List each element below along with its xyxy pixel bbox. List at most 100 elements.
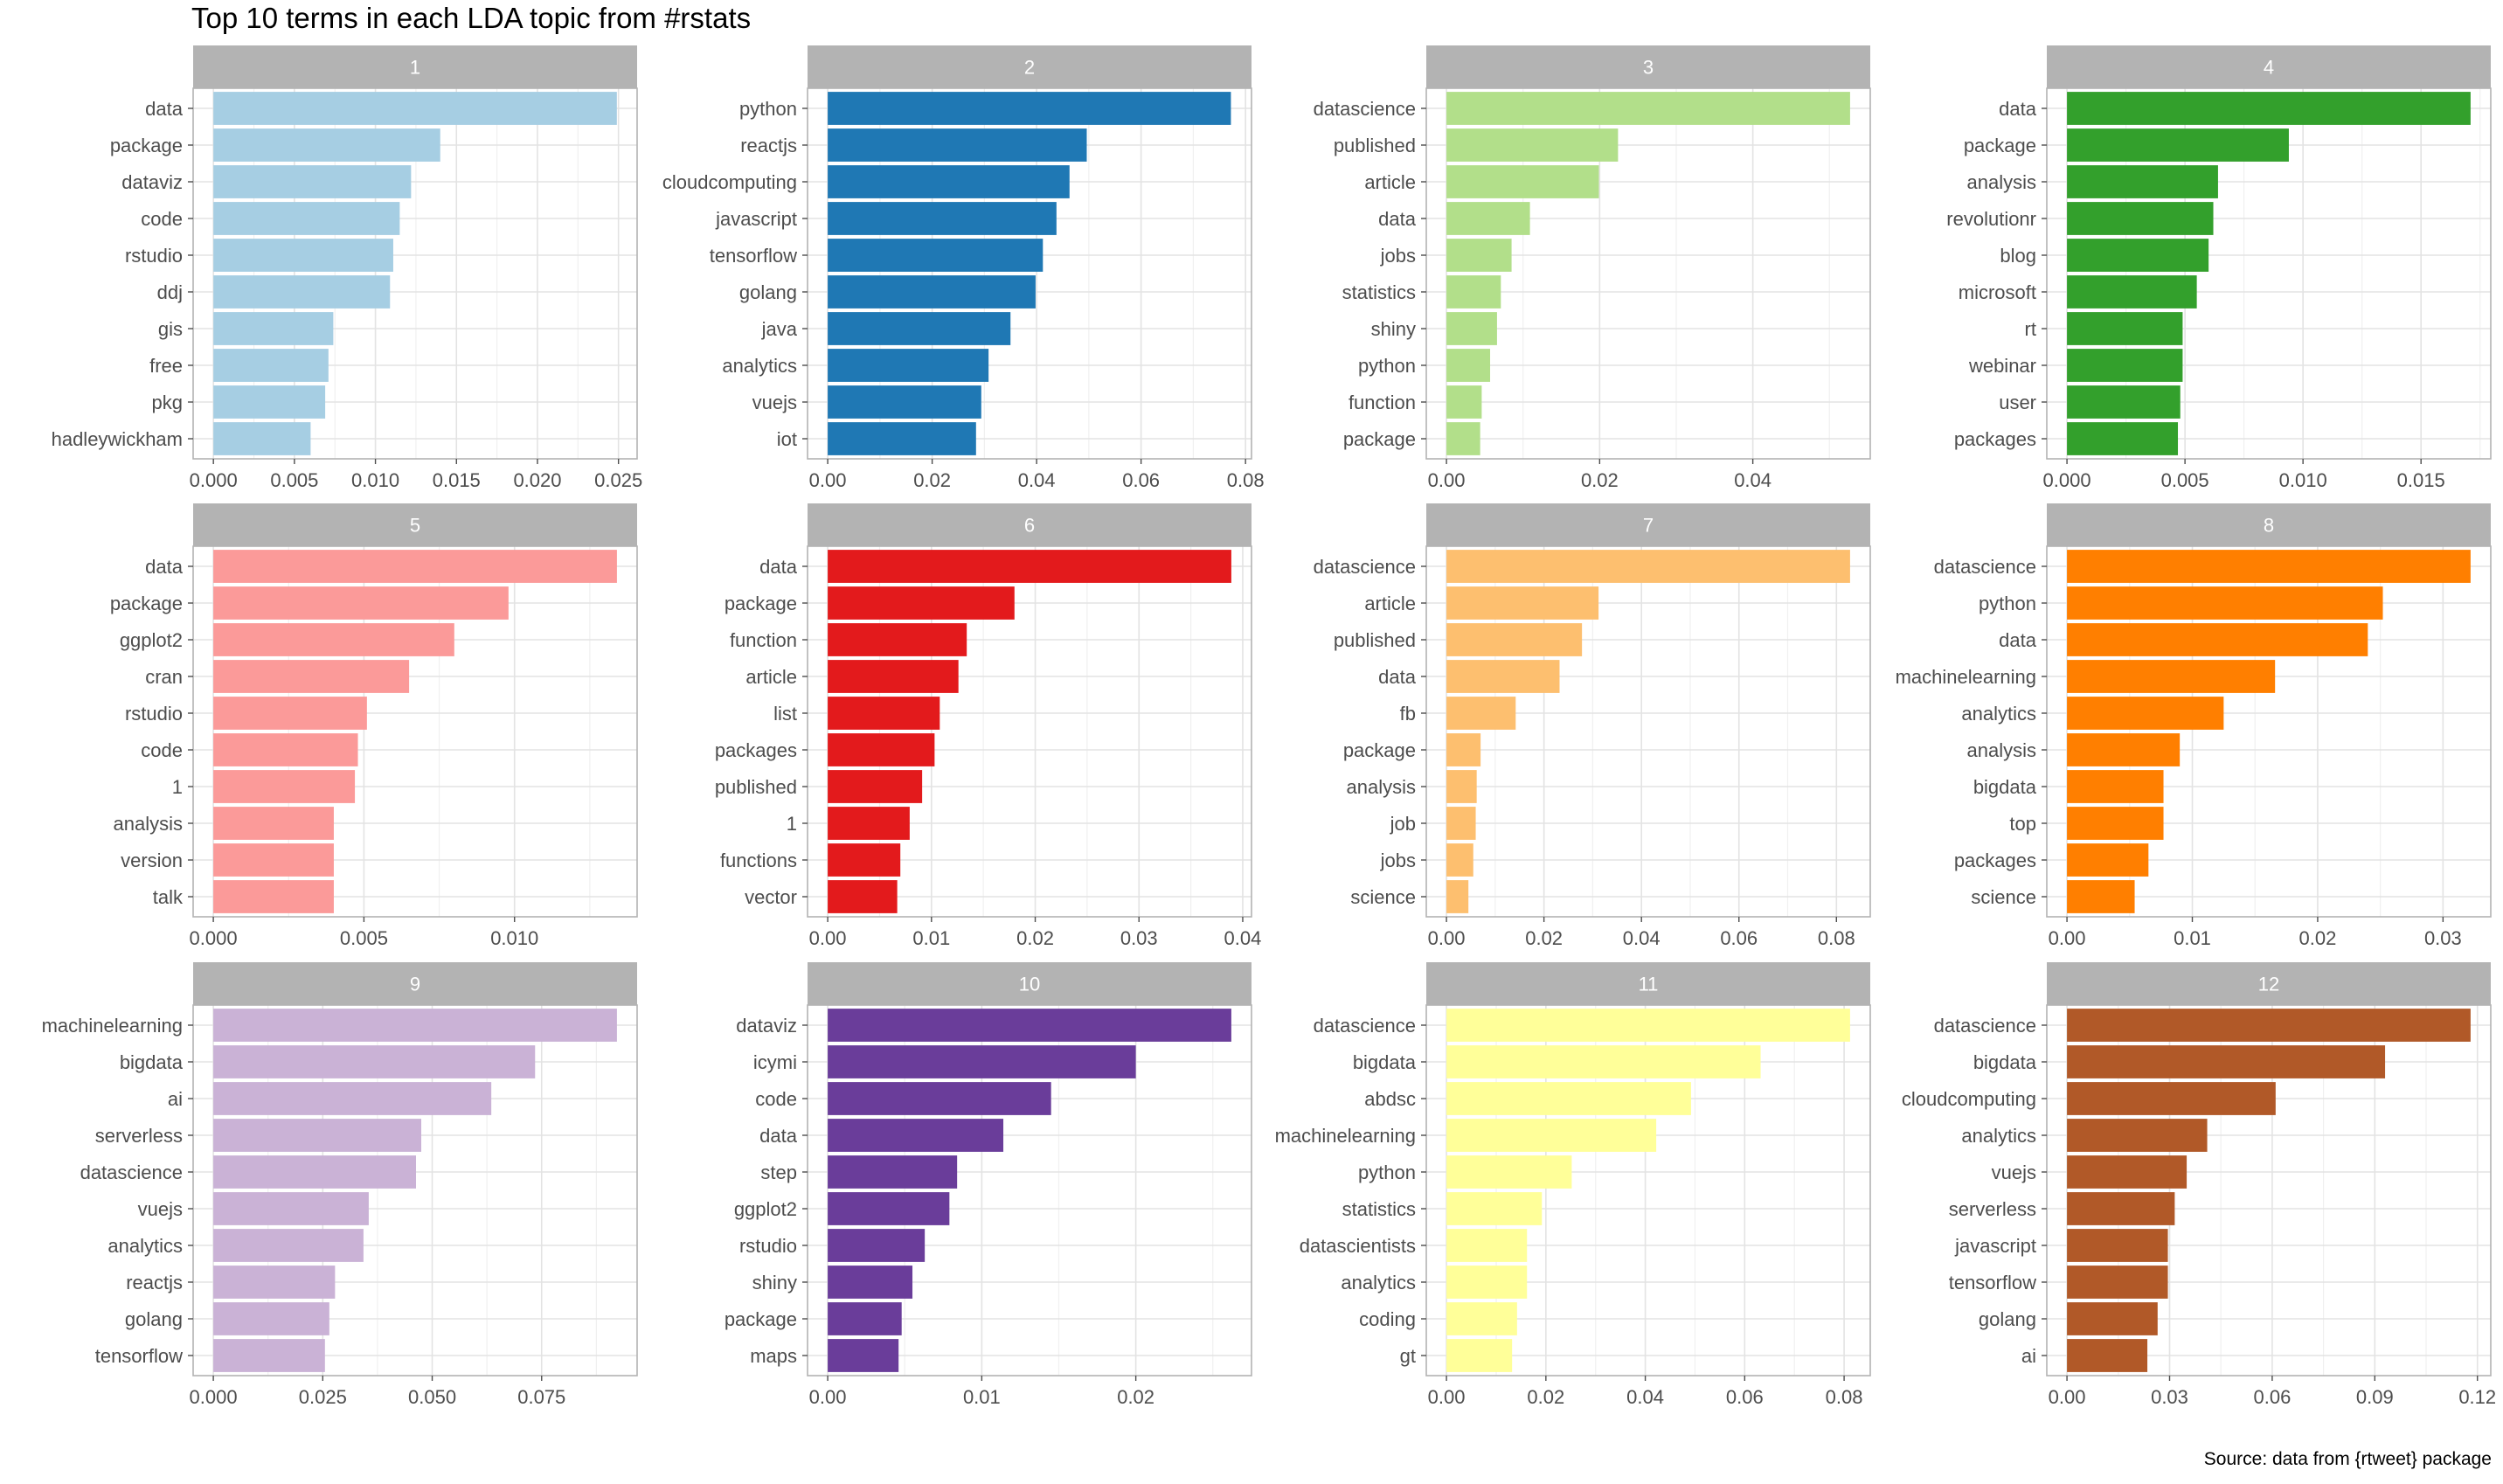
x-tick-label: 0.06 (1720, 927, 1758, 949)
term-label: vector (745, 886, 797, 908)
x-tick-label: 0.000 (190, 927, 238, 949)
bar (1446, 623, 1583, 656)
x-tick-label: 0.000 (2043, 469, 2091, 491)
x-tick-label: 0.00 (809, 927, 847, 949)
term-label: package (110, 593, 183, 614)
facet-strip-label: 11 (1639, 974, 1659, 995)
bar (1446, 550, 1850, 583)
bar (213, 697, 367, 730)
term-label: rstudio (125, 703, 183, 725)
bar (2067, 1155, 2188, 1189)
term-label: maps (750, 1345, 797, 1367)
x-tick-label: 0.020 (513, 469, 561, 491)
bar (213, 660, 410, 693)
bar (828, 1009, 1231, 1042)
term-label: package (725, 593, 797, 614)
bar (213, 623, 454, 656)
bar (1446, 770, 1477, 803)
term-label: iot (777, 428, 797, 450)
bar (213, 1155, 417, 1189)
x-tick-label: 0.010 (2279, 469, 2327, 491)
facet-strip (193, 45, 637, 88)
facet-panel-5: 5 data package ggplot2 cran rstudio code 1 analy… (110, 503, 638, 949)
x-tick-label: 0.005 (2161, 469, 2209, 491)
x-tick-label: 0.09 (2356, 1386, 2394, 1408)
facet-panel-10: 10 dataviz icymi code data step ggplot2 rstudio… (725, 962, 1252, 1408)
term-label: ddj (157, 281, 183, 303)
bar (2067, 660, 2276, 693)
facet-strip-label: 7 (1643, 515, 1654, 537)
term-label: datascience (1314, 98, 1416, 120)
bar (213, 165, 412, 198)
bar (213, 1192, 369, 1225)
term-label: functions (720, 849, 797, 871)
bar (213, 422, 311, 455)
term-label: vuejs (752, 392, 797, 413)
term-label: datascience (1314, 1015, 1416, 1037)
bar (1446, 697, 1516, 730)
term-label: machinelearning (42, 1015, 183, 1037)
bar (828, 1045, 1136, 1078)
term-label: code (141, 208, 183, 230)
term-label: talk (153, 886, 184, 908)
term-label: golang (739, 281, 797, 303)
term-label: webinar (1968, 355, 2036, 377)
facet-panel-12: 12 datascience bigdata cloudcomputing analyt… (1902, 962, 2496, 1408)
bar (1446, 165, 1599, 198)
bar (213, 733, 358, 766)
term-label: science (1971, 886, 2036, 908)
bar (213, 807, 334, 840)
x-tick-label: 0.02 (1525, 927, 1563, 949)
x-tick-label: 0.010 (351, 469, 399, 491)
x-tick-label: 0.02 (1527, 1386, 1564, 1408)
x-tick-label: 0.01 (963, 1386, 1001, 1408)
x-tick-label: 0.000 (190, 469, 238, 491)
x-tick-label: 0.01 (912, 927, 950, 949)
facet-strip (1426, 503, 1870, 546)
term-label: analysis (114, 813, 183, 835)
facet-strip-label: 4 (2264, 57, 2274, 79)
facet-strip-label: 3 (1643, 57, 1654, 79)
term-label: rstudio (125, 245, 183, 267)
bar (2067, 239, 2209, 272)
term-label: analytics (722, 355, 797, 377)
bar (2067, 1192, 2175, 1225)
x-tick-label: 0.06 (1726, 1386, 1764, 1408)
term-label: code (755, 1088, 797, 1110)
bar (1446, 128, 1619, 162)
term-label: analysis (1967, 171, 2036, 193)
bar (1446, 880, 1469, 913)
x-tick-label: 0.000 (190, 1386, 238, 1408)
term-label: golang (1979, 1308, 2036, 1330)
bar (1446, 1155, 1572, 1189)
facet-panels: 1 data package dataviz code rstudio ddj gis free… (42, 45, 2496, 1408)
term-label: tensorflow (95, 1345, 183, 1367)
term-label: job (1390, 813, 1416, 835)
term-label: function (730, 629, 797, 651)
bar (1446, 1302, 1517, 1335)
x-tick-label: 0.08 (1818, 927, 1855, 949)
bar (828, 1339, 899, 1372)
facet-strip-label: 2 (1024, 57, 1035, 79)
term-label: ggplot2 (734, 1198, 797, 1220)
x-tick-label: 0.015 (2397, 469, 2445, 491)
term-label: java (761, 318, 798, 340)
bar (2067, 128, 2289, 162)
facet-strip (1426, 962, 1870, 1005)
chart-title: Top 10 terms in each LDA topic from #rst… (191, 2, 751, 34)
term-label: package (1964, 135, 2036, 156)
bar (2067, 275, 2197, 309)
bar (828, 660, 959, 693)
bar (828, 239, 1043, 272)
term-label: data (145, 556, 184, 578)
bar (828, 807, 910, 840)
x-tick-label: 0.00 (809, 469, 847, 491)
term-label: data (759, 1125, 798, 1147)
term-label: statistics (1342, 281, 1416, 303)
bar (2067, 843, 2149, 877)
term-label: bigdata (120, 1051, 184, 1073)
facet-strip (1426, 45, 1870, 88)
bar (1446, 1266, 1528, 1299)
bar (1446, 1119, 1657, 1152)
bar (1446, 239, 1512, 272)
